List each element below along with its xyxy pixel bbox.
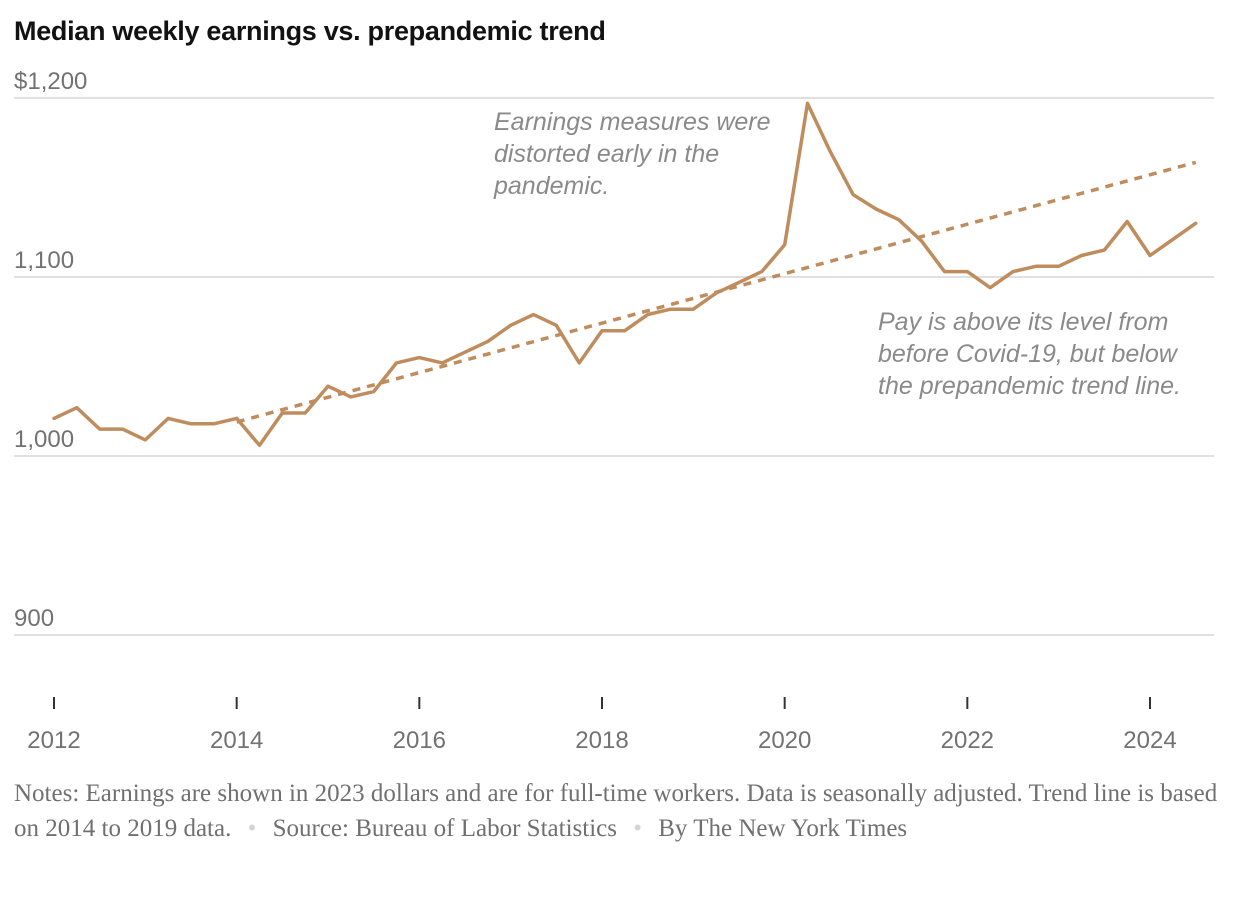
separator-dot: • [247,815,257,842]
x-tick-label-2022: 2022 [941,727,994,754]
x-tick-label-2014: 2014 [210,727,263,754]
annotation-2: Pay is above its level from before Covid-… [878,308,1181,400]
y-tick-label-900: 900 [14,605,54,632]
annotation-1: Earnings measures were distorted early in… [493,108,771,200]
annotations: Earnings measures were distorted early in… [493,108,1181,400]
annotation-line: pandemic. [493,172,609,200]
x-tick-label-2012: 2012 [27,727,80,754]
series-lines [52,101,1198,448]
annotation-line: before Covid-19, but below [878,340,1179,368]
annotation-line: distorted early in the [494,140,719,168]
source-text: Source: Bureau of Labor Statistics [272,815,617,842]
gridlines [14,97,1214,636]
x-tick-label-2020: 2020 [758,727,811,754]
y-tick-label-1100: 1,100 [14,247,74,274]
chart-notes: Notes: Earnings are shown in 2023 dollar… [14,776,1219,846]
y-tick-label-1200: $1,200 [14,68,87,95]
annotation-line: the prepandemic trend line. [878,372,1181,400]
credit-text: By The New York Times [658,815,908,842]
trend-line [236,160,1197,424]
earnings-line [52,101,1198,448]
line-chart: 900 1,000 1,100 $1,200 2012 2014 2016 2018 2020… [14,68,1214,754]
y-axis-tick-labels: 900 1,000 1,100 $1,200 [14,68,87,632]
x-tick-label-2016: 2016 [393,727,446,754]
annotation-line: Pay is above its level from [878,308,1168,336]
notes-text: Notes: Earnings are shown in 2023 dollar… [14,780,1218,842]
x-axis: 2012 2014 2016 2018 2020 2022 2024 [27,697,1177,754]
annotation-line: Earnings measures were [494,108,771,136]
chart-title: Median weekly earnings vs. prepandemic t… [14,16,606,46]
separator-dot: • [633,815,642,842]
x-tick-label-2018: 2018 [575,727,628,754]
y-tick-label-1000: 1,000 [14,426,74,453]
x-tick-label-2024: 2024 [1123,727,1176,754]
